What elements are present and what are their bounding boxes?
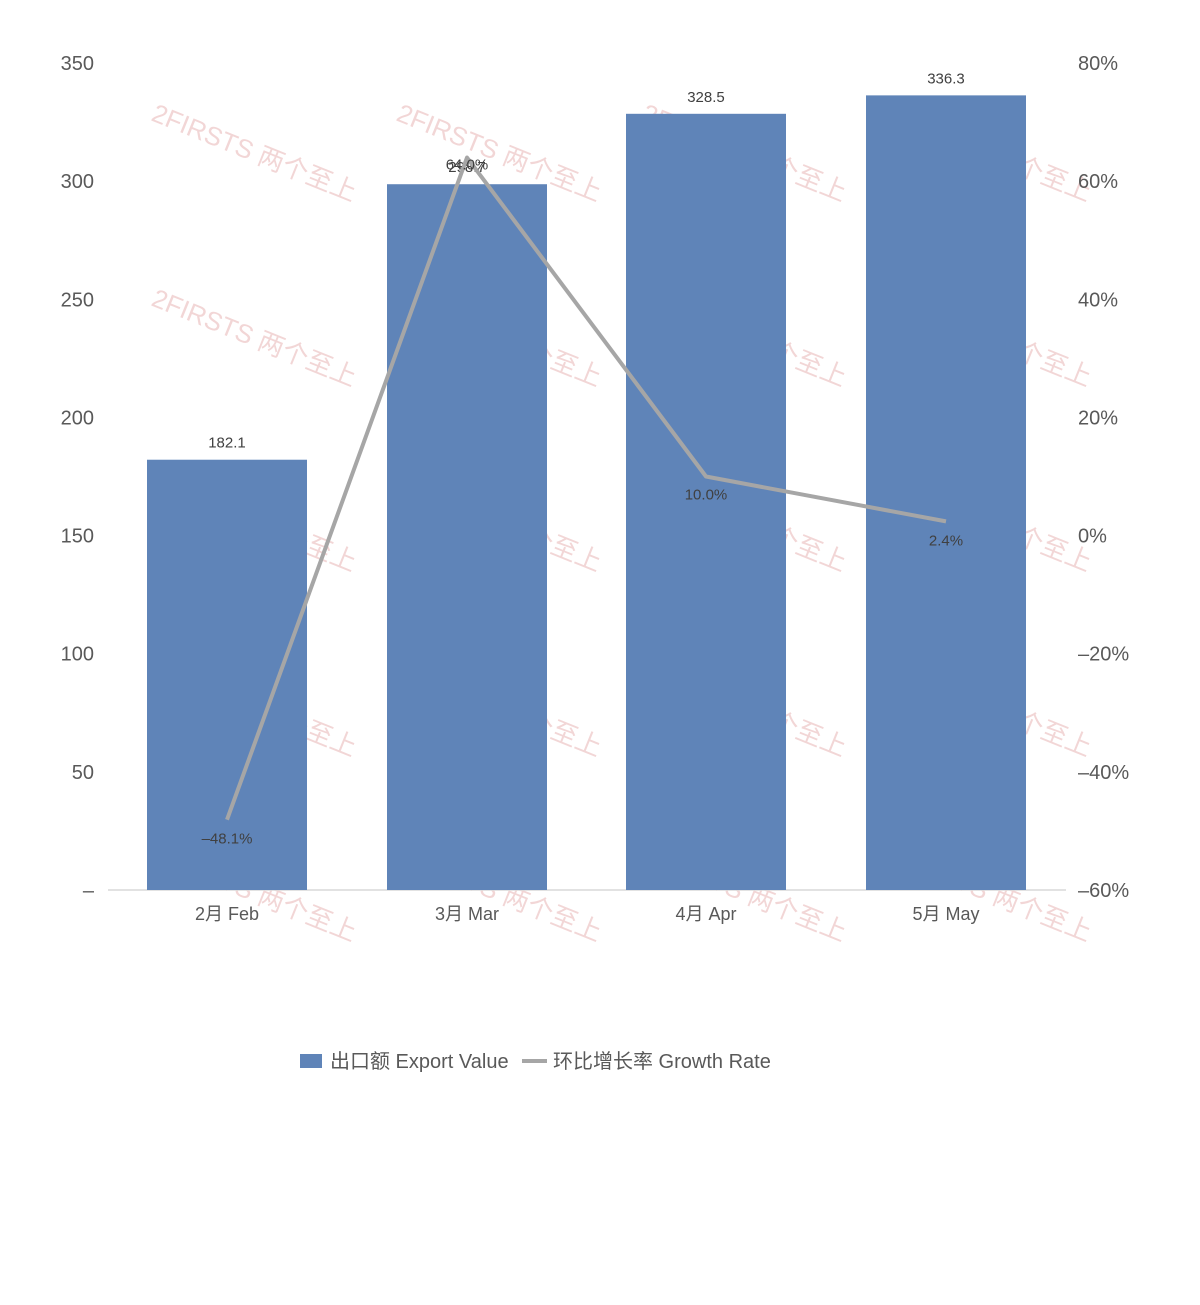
left-tick-label: 300 (61, 171, 94, 193)
right-tick-label: 40% (1078, 289, 1118, 311)
bar (626, 113, 786, 890)
legend: 出口额 Export Value 环比增长率 Growth Rate (300, 1050, 771, 1073)
bar (866, 95, 1026, 890)
line-value-label: 10.0% (685, 487, 728, 504)
left-tick-label: 50 (72, 762, 94, 784)
line-value-label: 2.4% (929, 532, 963, 549)
left-tick-label: – (83, 880, 95, 902)
right-tick-label: –20% (1078, 644, 1129, 666)
right-tick-label: –40% (1078, 762, 1129, 784)
left-tick-label: 250 (61, 289, 94, 311)
watermark-1-0: 2FIRSTS 两个至上 (148, 283, 361, 393)
bar-series (147, 95, 1026, 890)
left-axis: – 50 100 150 200 250 300 350 (61, 53, 95, 902)
growth-rate-line (225, 155, 947, 821)
right-tick-label: 60% (1078, 171, 1118, 193)
right-axis: –60% –40% –20% 0% 20% 40% 60% 80% (1078, 53, 1129, 902)
bar-value-label: 328.5 (687, 89, 725, 106)
x-axis-ticks: 2月 Feb 3月 Mar 4月 Apr 5月 May (195, 904, 980, 924)
left-tick-label: 150 (61, 526, 94, 548)
bar (387, 184, 547, 890)
line-value-label: 64.0% (446, 157, 489, 174)
bar (147, 459, 307, 890)
right-tick-label: 80% (1078, 53, 1118, 75)
right-tick-label: –60% (1078, 880, 1129, 902)
line-series (225, 155, 947, 821)
legend-label-export-value: 出口额 Export Value (330, 1050, 509, 1073)
right-tick-label: 0% (1078, 526, 1107, 548)
line-data-labels: –48.1% 64.0% 10.0% 2.4% (202, 157, 964, 848)
x-tick-label: 2月 Feb (195, 904, 259, 924)
legend-swatch-export-value (300, 1054, 322, 1068)
x-tick-label: 5月 May (912, 904, 979, 924)
legend-label-growth-rate: 环比增长率 Growth Rate (553, 1050, 771, 1073)
left-tick-label: 350 (61, 53, 94, 75)
right-tick-label: 20% (1078, 407, 1118, 429)
left-tick-label: 200 (61, 407, 94, 429)
x-tick-label: 3月 Mar (435, 904, 499, 924)
watermark-0-0: 2FIRSTS 两个至上 (148, 98, 361, 208)
bar-value-label: 182.1 (208, 435, 246, 452)
bar-value-label: 336.3 (927, 70, 965, 87)
left-tick-label: 100 (61, 644, 94, 666)
line-value-label: –48.1% (202, 831, 253, 848)
x-tick-label: 4月 Apr (675, 904, 736, 924)
